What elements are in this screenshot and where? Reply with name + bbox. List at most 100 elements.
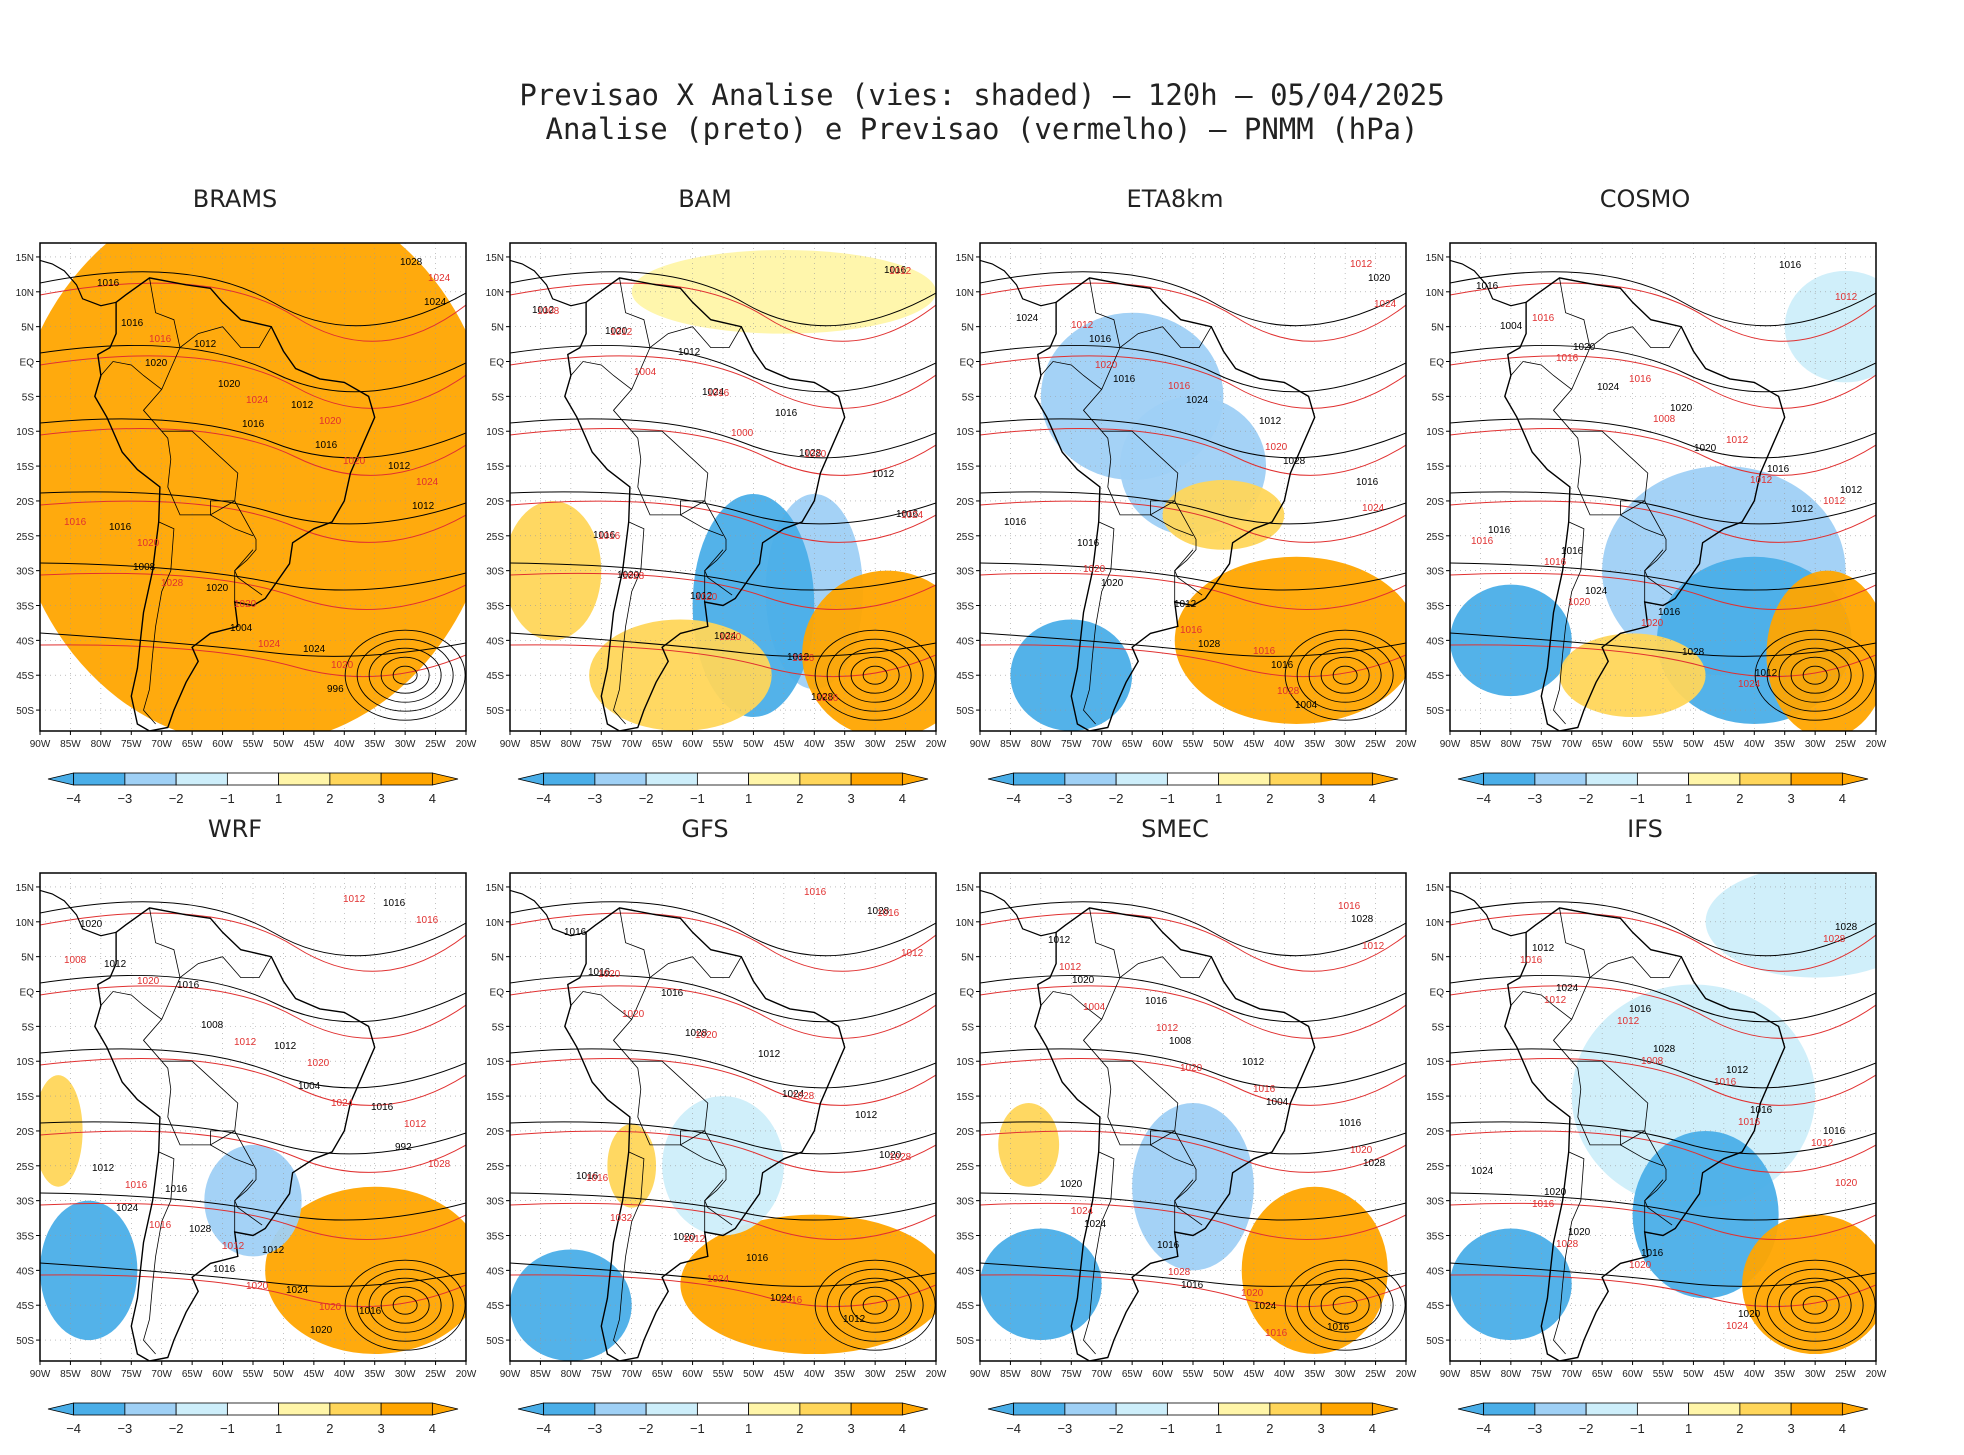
colorbar-label: 3 <box>1318 1421 1325 1436</box>
lat-tick-label: 10N <box>16 918 34 929</box>
map-svg: 1012101610161012101610201020101610161024… <box>1426 242 1887 806</box>
colorbar-label: 4 <box>1839 1421 1846 1436</box>
lat-tick-label: 10S <box>486 427 504 438</box>
contour-label: 1012 <box>787 652 810 663</box>
contour-label: 1016 <box>780 1295 803 1306</box>
contour-label: 1008 <box>1653 414 1676 425</box>
contour-label: 1016 <box>1738 1117 1761 1128</box>
lat-tick-label: 50S <box>486 706 504 717</box>
lon-tick-label: 45W <box>304 1369 325 1380</box>
contour-label: 1012 <box>1617 1016 1640 1027</box>
lon-tick-label: 80W <box>1031 1369 1052 1380</box>
bias-area <box>998 1103 1060 1187</box>
lat-tick-label: 45S <box>1426 671 1444 682</box>
lon-tick-label: 55W <box>1183 1369 1204 1380</box>
lon-tick-label: 25W <box>895 739 916 750</box>
lat-tick-label: 45S <box>16 1301 34 1312</box>
lat-tick-label: 10S <box>956 427 974 438</box>
contour-label: 1008 <box>201 1020 224 1031</box>
contour-label: 1016 <box>1471 536 1494 547</box>
contour-label: 1024 <box>901 510 924 521</box>
lon-tick-label: 45W <box>1244 739 1265 750</box>
bias-area <box>1450 1228 1572 1341</box>
lat-tick-label: 5N <box>961 323 974 334</box>
contour-label: 1000 <box>731 428 754 439</box>
lat-tick-label: 30S <box>956 567 974 578</box>
lon-tick-label: 50W <box>1683 1369 1704 1380</box>
lat-tick-label: 10N <box>1426 288 1444 299</box>
contour-label: 1020 <box>319 1302 342 1313</box>
contour-label: 1028 <box>1363 1158 1386 1169</box>
contour-label: 1016 <box>1089 334 1112 345</box>
bias-area <box>510 500 602 641</box>
contour-label: 1016 <box>593 530 616 541</box>
contour-label: 1016 <box>383 898 406 909</box>
lon-tick-label: 65W <box>652 739 673 750</box>
colorbar-label: 2 <box>1266 791 1273 806</box>
contour-label: 1012 <box>1350 259 1373 270</box>
contour-label: 1028 <box>792 1091 815 1102</box>
lat-tick-label: 35S <box>956 1232 974 1243</box>
contour-label: 1024 <box>1362 503 1385 514</box>
lon-tick-label: 50W <box>273 739 294 750</box>
lon-tick-label: 20W <box>456 739 477 750</box>
lat-tick-label: 45S <box>1426 1301 1444 1312</box>
contour-label: 1016 <box>1356 477 1379 488</box>
colorbar: −4 −3 −2 −1 1 2 3 4 <box>1457 772 1869 806</box>
lon-tick-label: 90W <box>500 739 521 750</box>
contour-label: 1020 <box>145 358 168 369</box>
lat-tick-label: 15S <box>486 1092 504 1103</box>
lat-tick-label: 15N <box>486 883 504 894</box>
lon-tick-label: 85W <box>1470 1369 1491 1380</box>
lon-tick-label: 55W <box>1653 1369 1674 1380</box>
contour-label: 1012 <box>291 400 314 411</box>
contour-label: 1012 <box>1174 599 1197 610</box>
contour-label: 1028 <box>161 578 184 589</box>
contour-label: 1024 <box>1186 395 1209 406</box>
contour-label: 1016 <box>1180 625 1203 636</box>
lat-tick-label: 20S <box>16 1127 34 1138</box>
lat-tick-label: 35S <box>486 1232 504 1243</box>
colorbar-label: 4 <box>1369 1421 1376 1436</box>
contour-label: 1012 <box>92 1163 115 1174</box>
contour-label: 1016 <box>97 278 120 289</box>
lon-tick-label: 25W <box>1365 739 1386 750</box>
lat-tick-label: 10N <box>486 918 504 929</box>
map-panel-cosmo: COSMO 1012 1016 1016 1012 1016 1020 1020 1016 101… <box>1410 185 1887 825</box>
contour-label: 1020 <box>137 538 160 549</box>
lon-tick-label: 65W <box>1122 739 1143 750</box>
contour-label: 1020 <box>695 1030 718 1041</box>
lat-tick-label: 10S <box>956 1057 974 1068</box>
colorbar: −4 −3 −2 −1 1 2 3 4 <box>517 1402 929 1436</box>
contour-label: 1016 <box>586 1173 609 1184</box>
bias-area <box>1559 633 1706 718</box>
lon-tick-label: 45W <box>1244 1369 1265 1380</box>
lon-tick-label: 35W <box>364 739 385 750</box>
contour-label: 1016 <box>775 408 798 419</box>
lat-tick-label: 5N <box>961 953 974 964</box>
lon-tick-label: 30W <box>1805 739 1826 750</box>
lon-tick-label: 40W <box>804 1369 825 1380</box>
lon-tick-label: 85W <box>1470 739 1491 750</box>
lon-tick-label: 75W <box>1531 739 1552 750</box>
lat-tick-label: 5S <box>962 392 975 403</box>
colorbar-label: −1 <box>690 1421 705 1436</box>
colorbar-label: −1 <box>1630 791 1645 806</box>
lon-tick-label: 50W <box>1683 739 1704 750</box>
contour-label: 1016 <box>661 988 684 999</box>
contour-label: 1016 <box>315 440 338 451</box>
contour-label: 1016 <box>1544 557 1567 568</box>
contour-label: 1020 <box>1670 403 1693 414</box>
contour-label: 1020 <box>673 1232 696 1243</box>
contour-label: 1016 <box>1253 646 1276 657</box>
map-svg: 1012 1016 1016 1012 1016 1020 1016 1024 1028 1016… <box>956 242 1417 806</box>
lat-tick-label: 50S <box>956 1336 974 1347</box>
contour-label: 1020 <box>1568 597 1591 608</box>
lat-tick-label: 5S <box>492 392 505 403</box>
contour-label: 1012 <box>1544 995 1567 1006</box>
contour-label: 1028 <box>1682 647 1705 658</box>
lon-tick-label: 55W <box>243 1369 264 1380</box>
lat-tick-label: 45S <box>16 671 34 682</box>
colorbar-label: 3 <box>378 1421 385 1436</box>
contour-label: 1012 <box>1755 668 1778 679</box>
